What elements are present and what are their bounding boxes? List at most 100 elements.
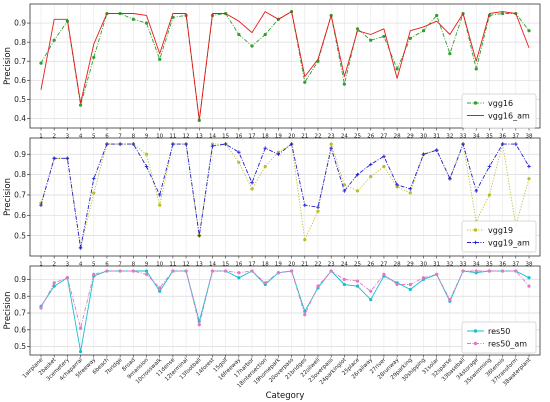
data-point xyxy=(131,17,135,21)
data-point xyxy=(487,193,492,197)
x-tick-label: 32 xyxy=(446,262,453,268)
data-point xyxy=(263,164,267,169)
plot-frame xyxy=(29,265,541,356)
series-line-res50_am xyxy=(40,270,530,329)
x-tick-label: 3 xyxy=(66,134,70,140)
plot-area xyxy=(30,138,540,256)
data-point xyxy=(382,34,386,39)
x-tick-label: 3 xyxy=(66,262,70,268)
series-res50_am xyxy=(39,269,531,330)
data-point xyxy=(250,44,254,48)
x-tick-label: 25 xyxy=(354,134,361,140)
legend-marker xyxy=(473,101,478,105)
data-point xyxy=(369,38,373,42)
data-point xyxy=(197,233,202,238)
x-tick-label: 22 xyxy=(314,262,321,268)
x-tick-label: 24 xyxy=(341,262,348,268)
data-point xyxy=(224,269,228,273)
legend-label: vgg19 xyxy=(488,226,513,235)
x-tick-label: 17 xyxy=(249,262,256,268)
x-tick-label: 19 xyxy=(275,262,282,268)
legend-item-vgg16_am: vgg16_am xyxy=(467,111,530,120)
data-point xyxy=(263,146,268,150)
x-tick-label: 2 xyxy=(52,262,56,268)
data-point xyxy=(250,187,254,191)
x-tick-label: 37 xyxy=(512,134,519,140)
data-point xyxy=(91,176,96,181)
x-tick-label: 11 xyxy=(169,262,176,268)
x-tick-label: 1 xyxy=(39,262,43,268)
data-point xyxy=(382,272,386,276)
x-tick-label: 21 xyxy=(301,262,308,268)
x-tick-label: 23 xyxy=(328,262,335,268)
data-point xyxy=(448,176,452,181)
data-point xyxy=(382,154,386,159)
x-tick-label: 2 xyxy=(52,134,56,140)
x-tick-label: 27 xyxy=(380,262,387,268)
x-tick-label: 31 xyxy=(433,262,440,268)
data-point xyxy=(461,142,465,146)
data-point xyxy=(474,67,478,71)
legend-marker xyxy=(473,329,478,333)
data-point xyxy=(157,193,162,197)
plot-area xyxy=(30,266,540,355)
x-tick-label: 31 xyxy=(433,134,440,140)
x-tick-label: 6 xyxy=(105,262,109,268)
data-point xyxy=(210,144,215,148)
x-tick-label: 21 xyxy=(301,134,308,140)
data-point xyxy=(52,156,56,161)
data-point xyxy=(184,269,188,273)
data-point xyxy=(448,297,452,302)
data-point xyxy=(144,164,149,169)
x-tick-label: 13 xyxy=(196,134,203,140)
data-point xyxy=(237,160,241,165)
chart-panel-2: 0.50.60.70.80.91 2 3 4 5 6 7 8 9 10 11 12 13 14 15 16 17… xyxy=(3,137,541,268)
data-point xyxy=(421,29,426,33)
data-point xyxy=(118,269,122,273)
x-tick-label: 10 xyxy=(156,262,163,268)
y-tick-label: 0.6 xyxy=(14,76,26,85)
y-tick-label: 0.7 xyxy=(14,309,26,318)
x-tick-label: 9 xyxy=(145,134,149,140)
data-point xyxy=(355,27,360,31)
legend-label: vgg16 xyxy=(488,99,513,108)
legend-label: vgg19_am xyxy=(488,238,530,247)
legend-label: res50_am xyxy=(488,339,527,348)
legend-marker xyxy=(473,240,478,245)
x-tick-label: 6 xyxy=(105,134,109,140)
data-point xyxy=(421,276,426,280)
data-point xyxy=(527,164,531,169)
data-point xyxy=(144,21,149,25)
data-point xyxy=(342,82,346,86)
data-point xyxy=(276,271,281,275)
series-line-vgg16_am xyxy=(40,11,530,121)
data-point xyxy=(144,152,149,156)
data-point xyxy=(527,276,531,280)
x-tick-label: 32 xyxy=(446,134,453,140)
data-point xyxy=(303,313,307,317)
y-tick-label: 0.5 xyxy=(14,95,26,104)
x-tick-label: 22 xyxy=(314,134,321,140)
x-tick-label: 4 xyxy=(79,134,83,140)
x-tick-label: 14 xyxy=(209,262,216,268)
plot-frame xyxy=(29,3,541,129)
x-tick-label: 23 xyxy=(328,134,335,140)
data-point xyxy=(395,182,399,187)
data-point xyxy=(382,164,386,169)
legend: res50 res50_am xyxy=(461,321,537,354)
series-line-vgg19_am xyxy=(40,143,530,249)
data-point xyxy=(158,57,162,61)
x-tick-label: 15 xyxy=(222,134,229,140)
x-tick-label: 1 xyxy=(39,134,43,140)
x-tick-label: 10 xyxy=(156,134,163,140)
x-tick-label: 4 xyxy=(79,262,83,268)
data-point xyxy=(92,191,96,195)
data-point xyxy=(342,282,346,287)
x-tick-label: 38 xyxy=(526,134,533,140)
data-point xyxy=(329,269,333,273)
data-point xyxy=(329,146,333,150)
data-point xyxy=(408,282,412,287)
data-point xyxy=(237,32,241,37)
x-tick-label: 30 xyxy=(420,262,427,268)
data-point xyxy=(263,32,267,37)
